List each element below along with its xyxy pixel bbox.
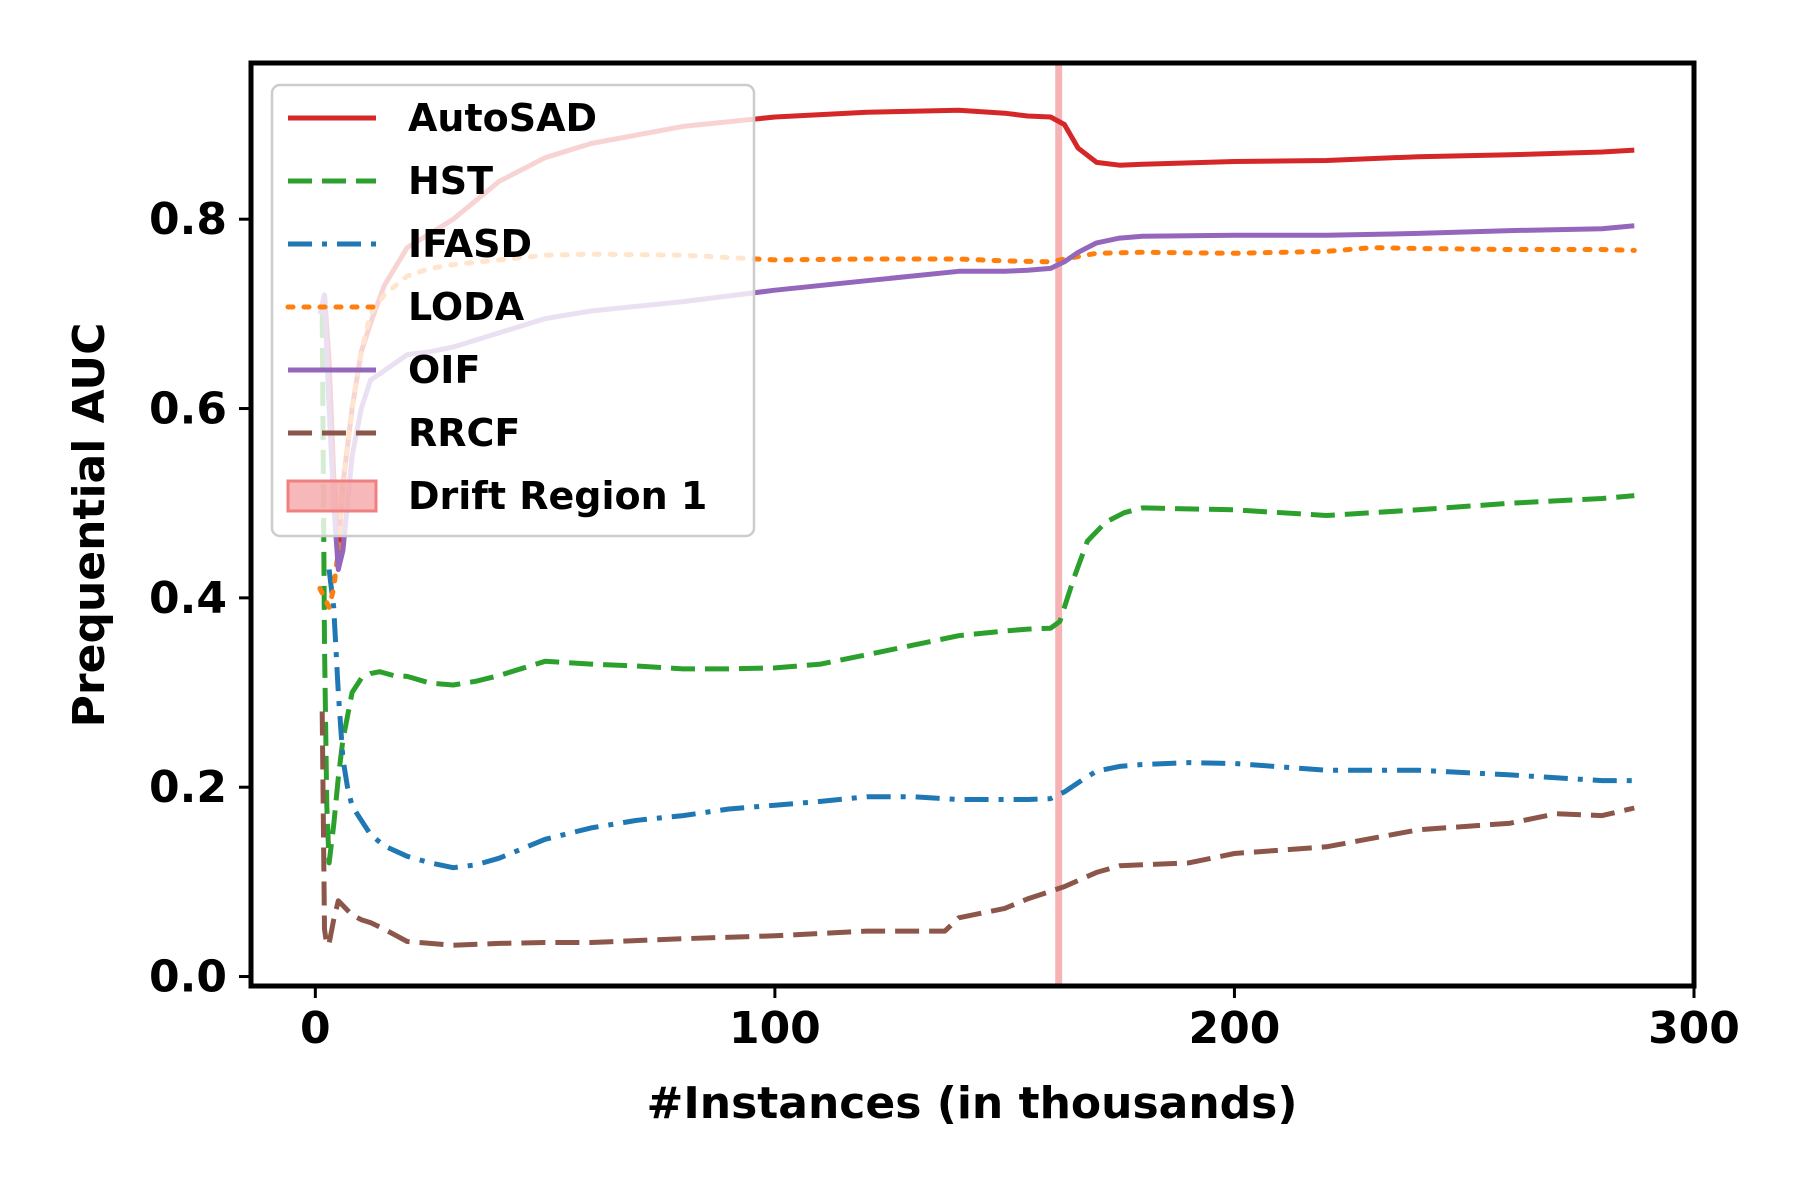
y-tick-label: 0.0 xyxy=(149,952,227,1003)
series-line-ifasd xyxy=(326,569,1635,871)
y-axis-ticks: 0.0 0.2 0.4 0.6 0.8 xyxy=(149,194,251,1003)
drift-layer xyxy=(1055,63,1063,986)
legend-label: HST xyxy=(408,159,493,203)
x-tick-label: 200 xyxy=(1189,1003,1281,1054)
x-axis-ticks: 0 100 200 300 xyxy=(300,986,1740,1054)
legend-label: AutoSAD xyxy=(408,96,597,140)
legend-handle-drift-region xyxy=(286,479,378,513)
legend: AutoSAD HST IFASD LODA OIF RRCF Drift Region 1 xyxy=(270,83,756,538)
legend-label: Drift Region 1 xyxy=(408,474,707,518)
legend-label: OIF xyxy=(408,348,480,392)
x-tick-label: 100 xyxy=(729,1003,821,1054)
y-tick-label: 0.6 xyxy=(149,384,227,435)
y-tick-label: 0.8 xyxy=(149,194,227,245)
x-tick-label: 0 xyxy=(300,1003,331,1054)
y-tick-label: 0.2 xyxy=(149,762,227,813)
legend-label: LODA xyxy=(408,285,525,329)
y-axis-label: Prequential AUC xyxy=(64,323,115,728)
legend-label: IFASD xyxy=(408,222,532,266)
legend-box xyxy=(270,83,756,538)
drift-region-band xyxy=(1055,63,1063,986)
plot-frame xyxy=(248,60,1697,989)
series-line-hst xyxy=(319,313,1635,866)
legend-label: RRCF xyxy=(408,411,520,455)
series-line-rrcf xyxy=(319,711,1635,948)
x-tick-label: 300 xyxy=(1648,1003,1740,1054)
x-axis-label: #Instances (in thousands) xyxy=(647,1078,1298,1129)
y-tick-label: 0.4 xyxy=(149,573,227,624)
